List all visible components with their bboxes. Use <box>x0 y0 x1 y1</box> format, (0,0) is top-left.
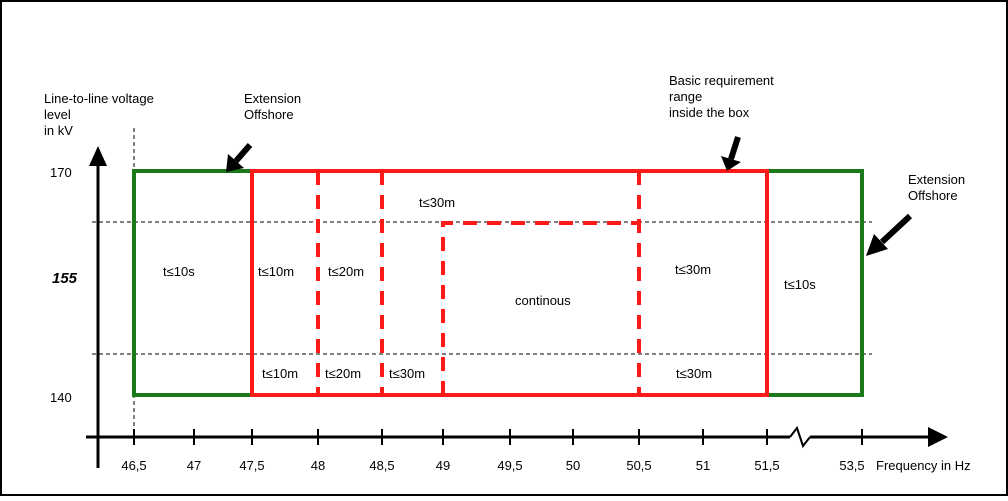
region-label-left-extension: t≤10s <box>163 264 195 279</box>
x-ticks <box>133 429 863 445</box>
arrow-basic-requirement-head <box>721 156 741 171</box>
region-label-bottom-50-5-51-5: t≤30m <box>676 366 712 381</box>
arrow-extension-left-head <box>226 154 244 172</box>
x-tick-label: 50 <box>566 458 580 473</box>
y-tick-label-155: 155 <box>52 270 78 287</box>
arrow-extension-right-shaft <box>879 213 913 245</box>
x-tick-label: 51 <box>696 458 710 473</box>
extension-left-box <box>132 169 252 397</box>
y-axis-title-line-2: level <box>44 107 71 122</box>
x-tick-label: 51,5 <box>754 458 779 473</box>
region-label-bottom-48-48-5: t≤20m <box>325 366 361 381</box>
x-tick-label: 46,5 <box>121 458 146 473</box>
x-tick-label: 47 <box>187 458 201 473</box>
annotation-basic-line-2: range <box>669 89 702 104</box>
basic-requirement-regions <box>250 169 769 397</box>
region-label-continuous: continous <box>515 293 571 308</box>
x-tick-label: 49,5 <box>497 458 522 473</box>
arrow-basic-requirement-shaft <box>728 136 741 160</box>
annotation-extension-left-line-2: Offshore <box>244 107 294 122</box>
region-label-right-extension: t≤10s <box>784 277 816 292</box>
axis-break <box>789 425 811 449</box>
axes <box>86 146 948 468</box>
x-tick-label: 53,5 <box>839 458 864 473</box>
annotation-basic-line-1: Basic requirement <box>669 73 774 88</box>
region-label-bottom-48-5-49: t≤30m <box>389 366 425 381</box>
x-axis-title: Frequency in Hz <box>876 458 971 473</box>
region-label-47-5-48-mid: t≤10m <box>258 264 294 279</box>
arrow-extension-left-shaft <box>233 143 253 163</box>
annotation-extension-right-line-1: Extension <box>908 172 965 187</box>
extension-right-box <box>767 169 864 397</box>
y-tick-label-140: 140 <box>50 390 72 405</box>
basic-requirement-box <box>250 169 769 397</box>
arrow-extension-right-head <box>866 234 888 256</box>
x-tick-label: 48 <box>311 458 325 473</box>
x-tick-label: 48,5 <box>369 458 394 473</box>
y-tick-label-170: 170 <box>50 165 72 180</box>
annotation-extension-left-line-1: Extension <box>244 91 301 106</box>
x-tick-labels: 46,5 47 47,5 48 48,5 49 49,5 50 50,5 51 … <box>121 458 864 473</box>
region-label-top-band: t≤30m <box>419 195 455 210</box>
x-tick-label: 50,5 <box>626 458 651 473</box>
x-tick-label: 49 <box>436 458 450 473</box>
continuous-region-border <box>441 221 639 395</box>
y-axis-title-line-3: in kV <box>44 123 73 138</box>
region-label-50-5-51-5-mid: t≤30m <box>675 262 711 277</box>
annotation-extension-right-line-2: Offshore <box>908 188 958 203</box>
y-axis-title-line-1: Line-to-line voltage <box>44 91 154 106</box>
x-tick-label: 47,5 <box>239 458 264 473</box>
region-labels: t≤10s t≤10s t≤30m t≤10m t≤20m t≤30m cont… <box>163 195 816 381</box>
x-axis-arrowhead <box>928 427 948 447</box>
extension-regions <box>132 169 864 397</box>
region-label-bottom-47-5-48: t≤10m <box>262 366 298 381</box>
pointer-arrows <box>226 136 913 256</box>
region-label-48-48-5-mid: t≤20m <box>328 264 364 279</box>
y-axis-arrowhead <box>89 146 107 166</box>
annotation-basic-line-3: inside the box <box>669 105 750 120</box>
